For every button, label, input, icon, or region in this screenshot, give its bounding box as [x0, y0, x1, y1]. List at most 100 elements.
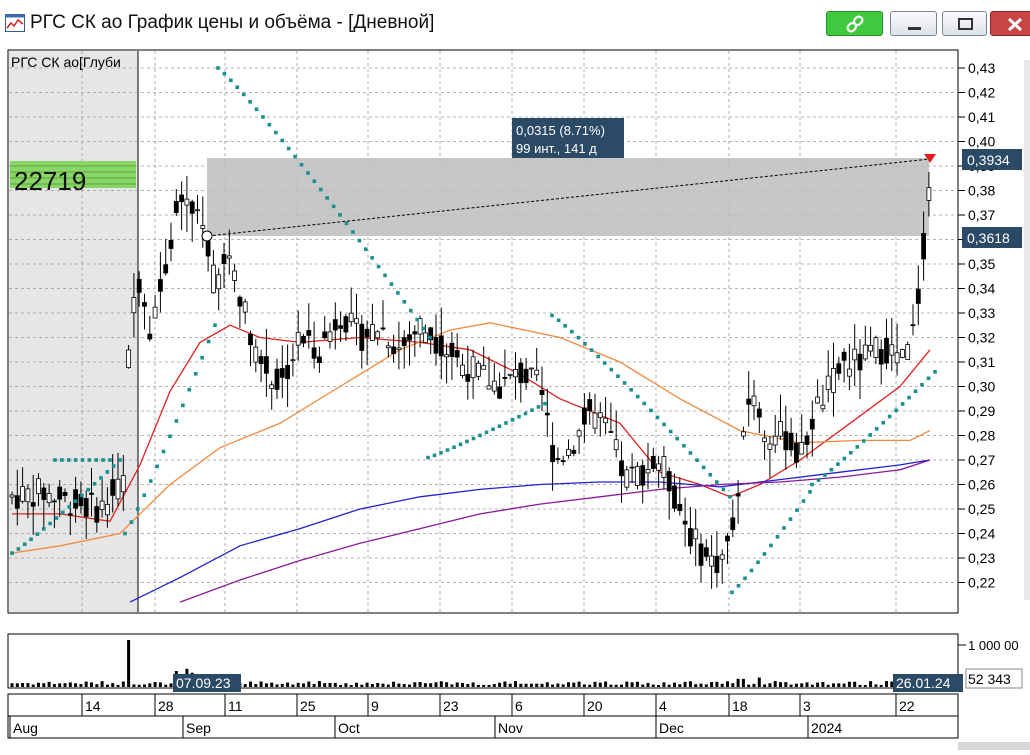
volume-bar — [148, 683, 152, 687]
volume-bar — [455, 682, 459, 687]
volume-bar — [270, 682, 274, 687]
sar-dot — [900, 402, 905, 406]
sar-dot — [105, 470, 110, 474]
sar-dot — [216, 66, 220, 70]
candle-body — [544, 412, 550, 416]
candle-body — [73, 489, 78, 509]
maximize-button[interactable] — [942, 11, 987, 36]
sar-dot — [402, 299, 407, 304]
price-volume-chart[interactable]: 0,0315 (8.71%) 99 инт., 141 д РГС СК ао[… — [0, 48, 1030, 750]
volume-bar — [646, 682, 650, 687]
candle-body — [189, 201, 195, 214]
sar-dot — [543, 401, 547, 406]
sar-dot — [881, 420, 886, 425]
volume-bar — [757, 677, 761, 687]
volume-bar — [392, 681, 396, 687]
chart-area[interactable]: 0,0315 (8.71%) 99 инт., 141 д РГС СК ао[… — [0, 48, 1030, 750]
sar-dot — [836, 462, 840, 466]
price-tick-label: 0,31 — [968, 354, 995, 370]
volume-bar — [720, 683, 724, 687]
measure-line[interactable] — [207, 158, 931, 237]
volume-bar — [736, 678, 740, 687]
candle-body — [348, 312, 354, 323]
volume-bar — [551, 684, 555, 687]
link-button[interactable] — [826, 11, 883, 36]
volume-bar — [259, 681, 263, 687]
volume-bar — [365, 682, 369, 687]
price-last-label: 0,3934 — [962, 149, 1022, 170]
candle-body — [438, 335, 444, 357]
candle-body — [507, 373, 513, 376]
sar-dot — [306, 171, 310, 175]
day-axis[interactable] — [7, 693, 959, 717]
candle-body — [269, 384, 275, 389]
candle-body — [518, 362, 524, 384]
candle-body — [624, 469, 630, 488]
volume-bar — [498, 682, 502, 687]
measure-start-handle[interactable] — [201, 230, 213, 242]
sar-dot — [510, 418, 515, 422]
chart-window-icon — [5, 14, 25, 32]
horizontal-scroll[interactable] — [958, 742, 1030, 750]
price-panel[interactable] — [7, 49, 959, 614]
volume-bar — [625, 681, 629, 687]
price-tick-label: 0,38 — [968, 183, 995, 199]
close-button[interactable] — [990, 11, 1030, 36]
candle-body — [89, 492, 94, 495]
candle-body — [142, 302, 147, 307]
sar-dot — [749, 568, 754, 573]
candle-body — [9, 494, 15, 498]
sar-dot — [16, 547, 21, 551]
sar-dot — [174, 419, 179, 423]
sar-dot — [229, 78, 233, 83]
sar-dot — [383, 273, 387, 278]
sar-dot — [569, 329, 574, 334]
volume-bar — [439, 681, 443, 687]
price-axis-scroll[interactable] — [1024, 60, 1030, 600]
candle-body — [136, 278, 142, 293]
sar-dot — [695, 458, 699, 462]
sar-dot — [855, 445, 860, 449]
volume-bar — [264, 683, 268, 687]
candle-body — [354, 318, 359, 324]
volume-bar — [95, 684, 99, 687]
volume-tick: 1 000 00 — [968, 638, 1019, 653]
sar-dot — [86, 487, 91, 492]
candle-body — [513, 369, 518, 378]
volume-bar — [376, 683, 380, 687]
month-axis[interactable] — [7, 715, 959, 739]
volume-bar — [10, 683, 14, 687]
sar-dot — [331, 204, 336, 209]
candle-body — [645, 469, 651, 474]
volume-bar — [492, 683, 496, 687]
candle-body — [338, 325, 344, 329]
depth-value: 22719 — [14, 166, 86, 196]
sar-dot — [73, 458, 78, 462]
price-tick-label: 0,23 — [968, 550, 995, 566]
volume-panel[interactable] — [7, 633, 959, 689]
candle-body — [454, 350, 460, 358]
month-label: 2024 — [811, 720, 842, 736]
candle-body — [486, 385, 492, 390]
sar-dot — [22, 542, 27, 547]
candle-body — [857, 353, 863, 371]
sar-dot — [129, 520, 134, 524]
volume-bar — [816, 682, 820, 687]
sar-dot — [682, 443, 686, 448]
sar-dot — [933, 370, 937, 374]
sar-dot — [635, 394, 640, 399]
minimize-button[interactable] — [890, 11, 937, 36]
price-tick-label: 0,28 — [968, 428, 995, 444]
volume-bar — [328, 682, 332, 687]
sar-dot — [788, 517, 793, 521]
volume-bar — [582, 684, 586, 687]
volume-bar — [588, 684, 592, 687]
svg-text:26.01.24: 26.01.24 — [896, 675, 951, 691]
measure-end-marker[interactable] — [924, 154, 936, 163]
volume-bar — [710, 682, 714, 687]
candle-body — [693, 528, 699, 540]
volume-bar — [604, 681, 608, 687]
candle-body — [714, 555, 720, 574]
sar-dot — [887, 414, 892, 419]
candle-body — [401, 337, 407, 347]
